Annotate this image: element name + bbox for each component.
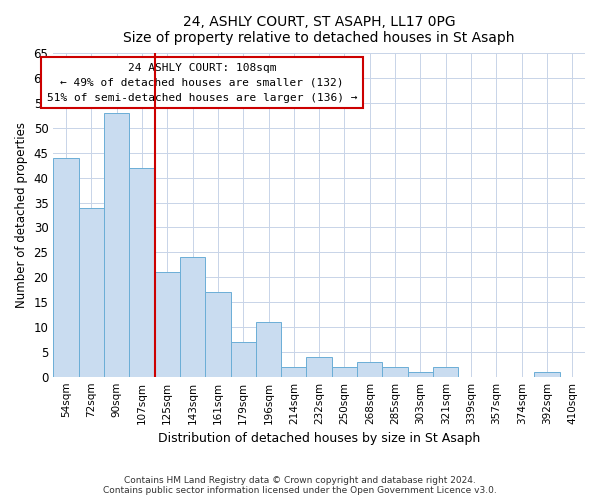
Bar xyxy=(104,113,129,376)
Y-axis label: Number of detached properties: Number of detached properties xyxy=(15,122,28,308)
Text: 24 ASHLY COURT: 108sqm
← 49% of detached houses are smaller (132)
51% of semi-de: 24 ASHLY COURT: 108sqm ← 49% of detached… xyxy=(47,63,358,102)
Bar xyxy=(129,168,155,376)
Bar xyxy=(357,362,382,376)
Bar xyxy=(382,366,408,376)
Bar xyxy=(53,158,79,376)
Bar xyxy=(281,366,307,376)
Bar xyxy=(433,366,458,376)
Bar xyxy=(205,292,230,376)
Bar xyxy=(332,366,357,376)
Bar xyxy=(230,342,256,376)
Bar xyxy=(408,372,433,376)
Bar xyxy=(155,272,180,376)
X-axis label: Distribution of detached houses by size in St Asaph: Distribution of detached houses by size … xyxy=(158,432,480,445)
Bar xyxy=(180,258,205,376)
Bar xyxy=(307,357,332,376)
Title: 24, ASHLY COURT, ST ASAPH, LL17 0PG
Size of property relative to detached houses: 24, ASHLY COURT, ST ASAPH, LL17 0PG Size… xyxy=(124,15,515,45)
Bar xyxy=(535,372,560,376)
Bar xyxy=(256,322,281,376)
Bar xyxy=(79,208,104,376)
Text: Contains HM Land Registry data © Crown copyright and database right 2024.
Contai: Contains HM Land Registry data © Crown c… xyxy=(103,476,497,495)
